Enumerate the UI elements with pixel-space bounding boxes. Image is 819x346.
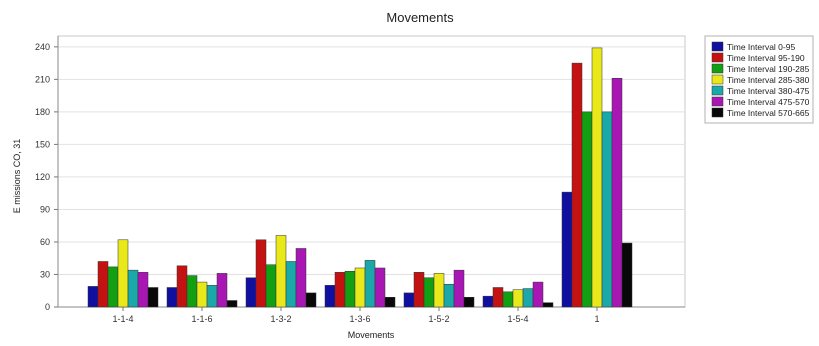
bar [196,281,208,308]
legend-swatch [711,85,724,96]
bar [334,272,346,308]
legend-swatch [711,74,724,85]
bar [97,261,109,308]
x-tick-label: 1-3-6 [349,314,370,324]
bar [571,62,583,308]
y-tick-label: 60 [40,237,50,247]
y-tick-label: 30 [40,269,50,279]
y-tick-label: 150 [35,139,50,149]
plot-area: 0 30 60 90 120 150 180 210 240 1-1-4 1-1-6 1-3-2 1-3… [35,35,686,324]
y-tick-label: 0 [45,302,50,312]
bar [364,260,376,308]
legend-swatch [711,63,724,74]
bar [482,295,494,308]
bar [147,287,159,308]
legend-swatch [711,41,724,52]
bar [265,264,277,308]
bar [413,272,425,308]
x-axis-title: Movements [348,330,395,340]
bar [601,111,613,308]
bar [245,277,257,308]
legend-swatch [711,107,724,118]
bar [206,285,218,308]
x-tick-label: 1-5-4 [507,314,528,324]
bar [384,296,396,308]
bar [374,267,386,308]
bar [305,292,317,308]
bar [354,267,366,308]
bar [137,272,149,308]
legend-label: Time Interval 285-380 [727,75,810,85]
y-tick-label: 180 [35,107,50,117]
legend-label: Time Interval 190-285 [727,64,810,74]
bar [324,285,336,308]
bar [87,286,99,308]
bar [443,283,455,308]
bar [186,275,198,308]
y-tick-label: 120 [35,172,50,182]
legend-label: Time Interval 475-570 [727,97,810,107]
bar [166,287,178,308]
y-tick-label: 210 [35,74,50,84]
bar [423,277,435,308]
bar [107,266,119,308]
bar [216,273,228,308]
y-axis-title: E missions CO, 31 [12,139,22,214]
bar [285,261,297,308]
bar [522,288,534,308]
bar [542,302,554,308]
chart-title: Movements [386,10,454,25]
x-tick-label: 1-5-2 [428,314,449,324]
bar [433,273,445,308]
x-tick-label: 1-3-2 [270,314,291,324]
legend-swatch [711,52,724,63]
bar [581,111,593,308]
bar [226,300,238,308]
legend-label: Time Interval 570-665 [727,108,810,118]
bar [344,270,356,308]
bar [275,235,287,308]
x-tick-label: 1 [594,314,599,324]
bar [463,296,475,308]
y-tick-label: 240 [35,42,50,52]
x-tick-label: 1-1-6 [191,314,212,324]
legend-label: Time Interval 95-190 [727,53,805,63]
bar [117,239,129,308]
bar [403,292,415,308]
bar [492,287,504,308]
x-tick-label: 1-1-4 [112,314,133,324]
bar [502,291,514,308]
bar [561,191,573,308]
bar [295,248,307,308]
bar [591,47,603,308]
bar [532,281,544,308]
bar [621,242,633,308]
y-tick-label: 90 [40,204,50,214]
bar [176,265,188,308]
bar [611,78,623,308]
bar [453,269,465,308]
bar [512,289,524,308]
legend-swatch [711,96,724,107]
legend-label: Time Interval 0-95 [727,42,795,52]
bar [255,239,267,308]
legend-label: Time Interval 380-475 [727,86,810,96]
bar [127,269,139,308]
